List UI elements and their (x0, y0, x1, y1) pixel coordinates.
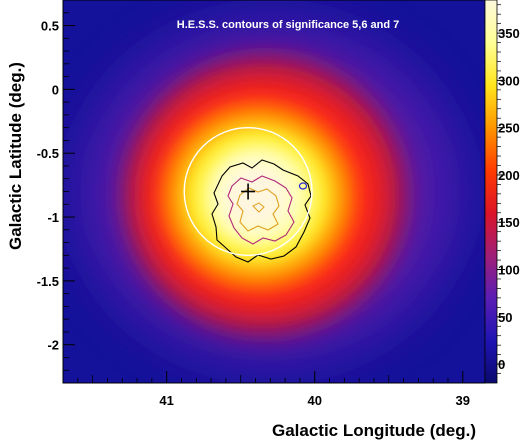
colorbar-tick-label: 100 (498, 263, 520, 278)
x-tick-label: 39 (456, 393, 470, 408)
colorbar-tick-label: 50 (498, 310, 512, 325)
colorbar-tick-label: 250 (498, 121, 520, 136)
region-circle (183, 126, 313, 257)
x-tick-label: 40 (307, 393, 321, 408)
colorbar-tick-label: 350 (498, 26, 520, 41)
contour-significance-7-island (252, 202, 265, 213)
colorbar-scale (484, 0, 498, 384)
y-axis: 0.5 0 -0.5 -1 -1.5 -2 (37, 12, 75, 371)
x-axis-title: Galactic Longitude (deg.) (272, 421, 476, 440)
y-axis-title: Galactic Latitude (deg.) (6, 62, 25, 250)
contour-significance-7 (236, 187, 280, 232)
heatmap-band-core (221, 162, 289, 230)
colorbar: 350 300 250 200 150 100 50 0 (484, 0, 520, 384)
y-tick-label: -1.5 (37, 274, 59, 289)
contour-significance-5 (211, 159, 312, 263)
x-tick-label: 41 (159, 393, 173, 408)
plot-title: H.E.S.S. contours of significance 5,6 an… (177, 19, 400, 31)
y-tick-label: -2 (47, 338, 59, 353)
contour-blob-blue (298, 182, 308, 190)
contour-significance-6 (227, 175, 295, 245)
x-axis: 41 40 39 (77, 371, 470, 408)
significance-heatmap (63, 0, 485, 383)
colorbar-tick-label: 0 (498, 357, 505, 372)
y-tick-label: 0.5 (41, 19, 59, 34)
source-position-marker (241, 183, 256, 200)
colorbar-tick-label: 300 (498, 73, 520, 88)
y-tick-label: 0 (52, 82, 59, 97)
colorbar-tick-label: 200 (498, 168, 520, 183)
y-tick-label: -0.5 (37, 146, 59, 161)
colorbar-tick-label: 150 (498, 215, 520, 230)
y-tick-label: -1 (47, 210, 59, 225)
